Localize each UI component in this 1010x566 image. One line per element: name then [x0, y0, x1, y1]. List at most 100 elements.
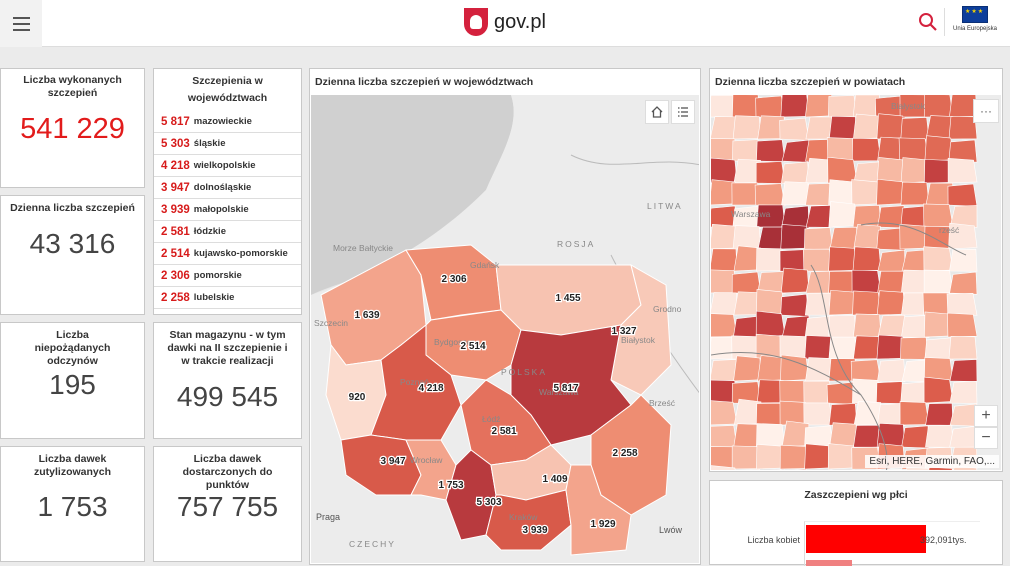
powiat-cell[interactable] — [733, 116, 761, 139]
gov-logo[interactable]: gov.pl — [464, 8, 546, 36]
powiat-cell[interactable] — [878, 271, 905, 293]
powiat-cell[interactable] — [901, 117, 929, 139]
voivodeship-map-svg[interactable]: Morze Bałtyckie LITWA ROSJA CZECHY Praga… — [311, 95, 699, 563]
powiat-cell[interactable] — [711, 117, 737, 139]
powiat-cell[interactable] — [926, 403, 953, 425]
powiat-cell[interactable] — [877, 179, 905, 205]
powiat-cell[interactable] — [781, 95, 809, 117]
powiat-cell[interactable] — [948, 158, 977, 183]
powiat-cell[interactable] — [829, 315, 857, 337]
powiat-cell[interactable] — [733, 226, 761, 249]
powiat-cell[interactable] — [829, 247, 857, 271]
powiat-cell[interactable] — [950, 249, 977, 271]
powiat-cell[interactable] — [782, 140, 809, 162]
powiat-cell[interactable] — [950, 359, 977, 381]
powiat-cell[interactable] — [829, 116, 857, 139]
powiat-cell[interactable] — [756, 423, 785, 447]
powiat-cell[interactable] — [781, 162, 809, 184]
zoom-out-button[interactable]: − — [974, 427, 998, 449]
powiat-cell[interactable] — [950, 381, 977, 403]
gender-bar-women[interactable] — [806, 525, 926, 553]
powiat-cell[interactable] — [950, 272, 977, 294]
more-options-button[interactable]: ··· — [973, 99, 999, 123]
powiat-cell[interactable] — [924, 270, 953, 293]
powiat-cell[interactable] — [851, 360, 881, 382]
powiat-cell[interactable] — [878, 250, 905, 272]
powiat-cell[interactable] — [923, 204, 953, 227]
powiat-cell[interactable] — [950, 404, 977, 426]
powiat-cell[interactable] — [829, 403, 857, 425]
powiat-cell[interactable] — [878, 315, 905, 337]
powiat-map[interactable]: rześć Białystok Warszawa ··· + − Esri, H… — [711, 95, 1001, 470]
powiat-cell[interactable] — [711, 224, 737, 249]
powiat-cell[interactable] — [711, 293, 737, 315]
powiat-cell[interactable] — [734, 356, 761, 381]
powiat-cell[interactable] — [924, 95, 953, 117]
hamburger-menu-icon[interactable] — [0, 0, 42, 47]
powiat-cell[interactable] — [806, 117, 833, 139]
powiat-cell[interactable] — [829, 337, 857, 359]
powiat-cell[interactable] — [926, 116, 953, 139]
powiat-cell[interactable] — [853, 336, 881, 359]
powiat-cell[interactable] — [711, 359, 737, 381]
powiat-cell[interactable] — [781, 268, 809, 293]
powiat-cell[interactable] — [711, 400, 737, 425]
powiat-cell[interactable] — [782, 316, 809, 338]
powiat-cell[interactable] — [755, 184, 785, 206]
powiat-cell[interactable] — [924, 247, 953, 271]
powiat-cell[interactable] — [830, 423, 857, 447]
powiat-cell[interactable] — [711, 313, 737, 337]
search-icon[interactable] — [917, 11, 939, 33]
powiat-cell[interactable] — [711, 425, 737, 447]
powiat-cell[interactable] — [950, 426, 977, 448]
powiat-map-svg[interactable]: rześć Białystok Warszawa — [711, 95, 1001, 470]
powiat-cell[interactable] — [853, 314, 881, 337]
powiat-cell[interactable] — [877, 157, 905, 183]
powiat-cell[interactable] — [901, 182, 929, 205]
powiat-cell[interactable] — [711, 158, 737, 183]
powiat-cells[interactable] — [711, 95, 977, 470]
powiat-cell[interactable] — [877, 291, 905, 315]
zoom-in-button[interactable]: + — [974, 405, 998, 427]
powiat-cell[interactable] — [900, 402, 929, 425]
powiat-cell[interactable] — [804, 403, 833, 425]
powiat-cell[interactable] — [853, 291, 881, 315]
home-button[interactable] — [645, 100, 669, 124]
powiat-cell[interactable] — [925, 136, 953, 161]
powiat-cell[interactable] — [781, 294, 809, 316]
powiat-cell[interactable] — [852, 270, 881, 293]
powiat-cell[interactable] — [853, 425, 881, 447]
powiat-cell[interactable] — [877, 360, 905, 382]
legend-button[interactable] — [671, 100, 695, 124]
powiat-cell[interactable] — [949, 336, 977, 359]
powiat-cell[interactable] — [853, 247, 881, 271]
powiat-cell[interactable] — [924, 377, 953, 403]
powiat-cell[interactable] — [756, 96, 785, 118]
powiat-cell[interactable] — [948, 184, 977, 206]
powiat-cell[interactable] — [780, 118, 809, 140]
powiat-cell[interactable] — [756, 161, 785, 183]
powiat-cell[interactable] — [829, 202, 857, 227]
powiat-cell[interactable] — [830, 227, 857, 249]
powiat-cell[interactable] — [756, 140, 785, 162]
powiat-cell[interactable] — [756, 311, 785, 337]
powiat-cell[interactable] — [711, 249, 737, 271]
powiat-cell[interactable] — [947, 313, 977, 337]
voivodeship-map[interactable]: Morze Bałtyckie LITWA ROSJA CZECHY Praga… — [311, 95, 699, 563]
powiat-cell[interactable] — [782, 182, 809, 205]
powiat-cell[interactable] — [902, 426, 929, 448]
powiat-cell[interactable] — [925, 338, 953, 360]
powiat-cell[interactable] — [828, 95, 857, 117]
powiat-cell[interactable] — [805, 335, 833, 359]
powiat-cell[interactable] — [925, 425, 953, 447]
gender-bar-men[interactable] — [806, 560, 852, 566]
